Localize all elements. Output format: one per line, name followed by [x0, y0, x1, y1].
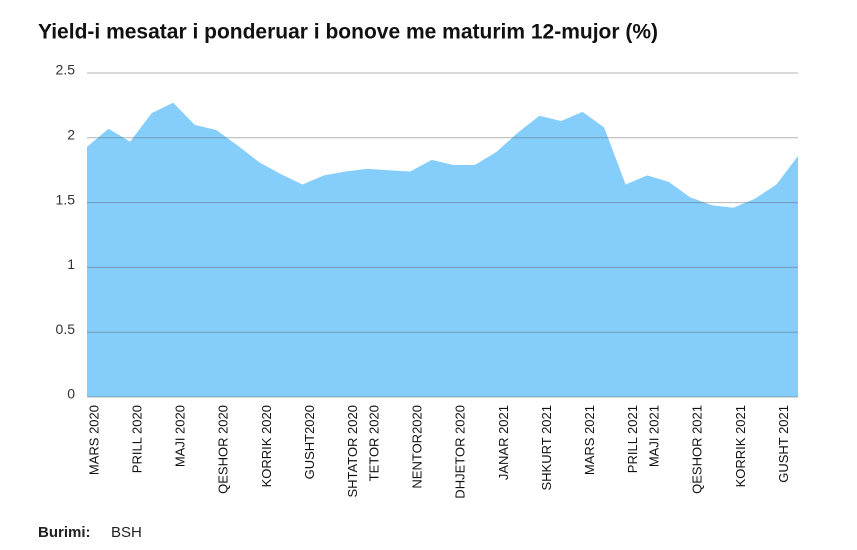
- area: [87, 102, 798, 398]
- source: BSH: [111, 524, 142, 541]
- x-tick-label: GUSHT 2021: [776, 405, 791, 483]
- source-label: Burimi:: [38, 524, 91, 541]
- x-tick-label: MAJI 2020: [173, 405, 188, 467]
- x-tick-label: KORRIK 2020: [259, 405, 274, 487]
- chart-title: Yield-i mesatar i ponderuar i bonove me …: [38, 21, 658, 44]
- x-tick-label: TETOR 2020: [367, 405, 382, 481]
- x-tick-label: SHTATOR 2020: [345, 405, 360, 497]
- x-tick-label: SHKURT 2021: [539, 405, 554, 491]
- x-tick-label: GUSHT2020: [302, 405, 317, 479]
- x-tick-label: KORRIK 2021: [733, 405, 748, 487]
- x-tick-label: MAJI 2021: [647, 405, 662, 467]
- x-tick-label: QESHOR 2020: [216, 405, 231, 494]
- x-tick-label: PRILL 2021: [625, 405, 640, 473]
- y-tick-label: 2.5: [56, 62, 76, 78]
- x-tick-label: JANAR 2021: [496, 405, 511, 480]
- x-tick-label: MARS 2021: [582, 405, 597, 475]
- x-tick-label: MARS 2020: [86, 405, 101, 475]
- y-tick-label: 0.5: [56, 321, 76, 337]
- y-tick-label: 1.5: [56, 191, 76, 207]
- x-tick-label: NENTOR2020: [410, 405, 425, 489]
- x-tick-label: DHJETOR 2020: [453, 405, 468, 499]
- x-tick-label: QESHOR 2021: [690, 405, 705, 494]
- y-tick-label: 2: [67, 127, 75, 143]
- y-tick-label: 0: [67, 386, 75, 402]
- y-tick-label: 1: [67, 256, 75, 272]
- x-tick-label: PRILL 2020: [130, 405, 145, 473]
